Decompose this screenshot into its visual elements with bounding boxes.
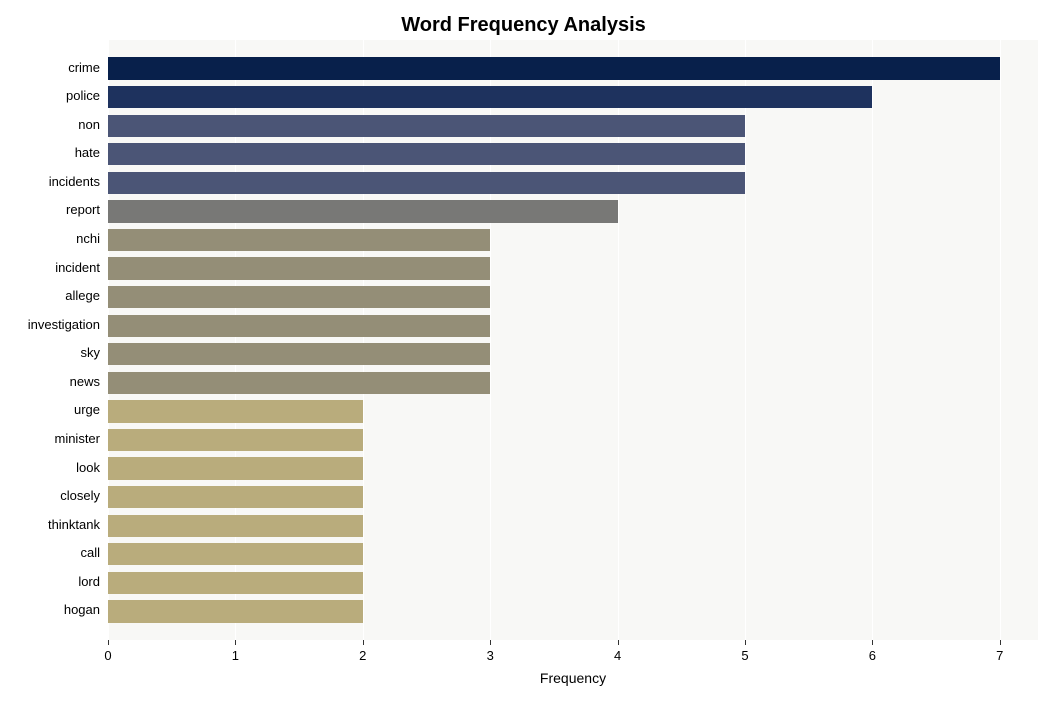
y-tick-label: minister	[0, 431, 100, 446]
bar	[108, 257, 490, 279]
x-tick-label: 0	[88, 648, 128, 663]
x-tick-mark	[490, 640, 491, 645]
x-tick-label: 2	[343, 648, 383, 663]
y-tick-label: report	[0, 202, 100, 217]
bar	[108, 57, 1000, 79]
x-tick-label: 5	[725, 648, 765, 663]
bar	[108, 200, 618, 222]
grid-line	[745, 40, 746, 640]
bar	[108, 315, 490, 337]
y-tick-label: investigation	[0, 317, 100, 332]
x-axis-title: Frequency	[108, 670, 1038, 686]
y-tick-label: look	[0, 460, 100, 475]
x-tick-mark	[235, 640, 236, 645]
y-tick-label: lord	[0, 574, 100, 589]
y-tick-label: crime	[0, 60, 100, 75]
bar	[108, 286, 490, 308]
bar	[108, 429, 363, 451]
grid-line	[1000, 40, 1001, 640]
y-tick-label: non	[0, 117, 100, 132]
y-tick-label: nchi	[0, 231, 100, 246]
bar	[108, 86, 872, 108]
y-tick-label: hate	[0, 145, 100, 160]
x-tick-mark	[872, 640, 873, 645]
y-tick-label: closely	[0, 488, 100, 503]
x-tick-mark	[618, 640, 619, 645]
y-tick-label: incidents	[0, 174, 100, 189]
bar	[108, 229, 490, 251]
x-tick-label: 6	[852, 648, 892, 663]
x-tick-label: 1	[215, 648, 255, 663]
x-tick-label: 7	[980, 648, 1020, 663]
x-tick-mark	[1000, 640, 1001, 645]
y-tick-label: sky	[0, 345, 100, 360]
bar	[108, 343, 490, 365]
bar	[108, 372, 490, 394]
chart-title: Word Frequency Analysis	[0, 14, 1047, 37]
bar	[108, 543, 363, 565]
bar	[108, 115, 745, 137]
y-tick-label: urge	[0, 402, 100, 417]
bar	[108, 400, 363, 422]
y-tick-label: incident	[0, 260, 100, 275]
y-tick-label: police	[0, 88, 100, 103]
y-tick-label: news	[0, 374, 100, 389]
x-tick-label: 4	[598, 648, 638, 663]
y-tick-label: call	[0, 545, 100, 560]
bar	[108, 600, 363, 622]
bar	[108, 457, 363, 479]
bar	[108, 143, 745, 165]
chart-container: Word Frequency Analysis Frequency 0 1 2 3 4 5…	[0, 0, 1047, 701]
bar	[108, 572, 363, 594]
grid-line	[872, 40, 873, 640]
plot-area	[108, 40, 1038, 640]
y-tick-label: thinktank	[0, 517, 100, 532]
x-tick-mark	[108, 640, 109, 645]
x-tick-label: 3	[470, 648, 510, 663]
bar	[108, 515, 363, 537]
x-tick-mark	[745, 640, 746, 645]
y-tick-label: allege	[0, 288, 100, 303]
y-tick-label: hogan	[0, 602, 100, 617]
bar	[108, 486, 363, 508]
x-tick-mark	[363, 640, 364, 645]
bar	[108, 172, 745, 194]
